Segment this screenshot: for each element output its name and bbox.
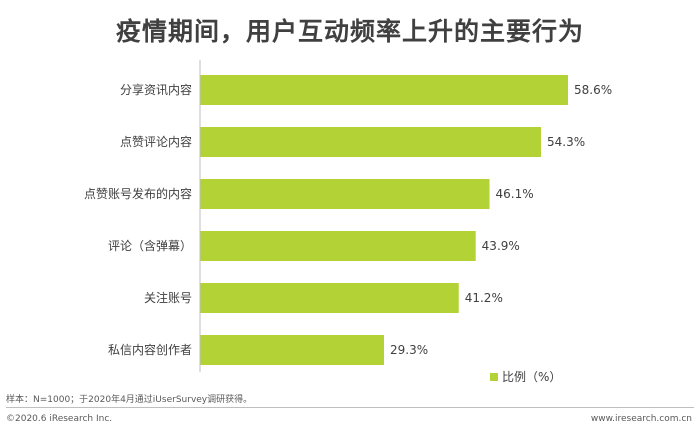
bar — [200, 231, 476, 261]
bars-group — [200, 75, 568, 365]
chart-title: 疫情期间，用户互动频率上升的主要行为 — [115, 17, 584, 46]
footer-divider — [6, 407, 694, 408]
value-label: 29.3% — [390, 343, 428, 357]
bar — [200, 75, 568, 105]
category-label: 私信内容创作者 — [108, 342, 192, 357]
bar — [200, 283, 459, 313]
bar — [200, 127, 541, 157]
category-label: 评论（含弹幕） — [108, 238, 192, 253]
bar — [200, 179, 490, 209]
category-label: 点赞评论内容 — [120, 134, 192, 149]
value-label: 58.6% — [574, 83, 612, 97]
copyright-text: ©2020.6 iResearch Inc. — [6, 414, 113, 424]
sample-note: 样本：N=1000；于2020年4月通过iUserSurvey调研获得。 — [6, 395, 253, 405]
value-label: 46.1% — [496, 187, 534, 201]
legend-label: 比例（%） — [502, 370, 562, 384]
bar — [200, 335, 384, 365]
legend: 比例（%） — [490, 368, 561, 385]
value-label: 41.2% — [465, 291, 503, 305]
value-label: 43.9% — [482, 239, 520, 253]
value-label: 54.3% — [547, 135, 585, 149]
value-labels-group: 58.6% 54.3% 46.1% 43.9% 41.2% 29.3% — [390, 83, 612, 357]
category-label: 点赞账号发布的内容 — [84, 186, 192, 201]
category-label: 关注账号 — [144, 290, 192, 305]
website-text: www.iresearch.com.cn — [590, 414, 692, 424]
category-label: 分享资讯内容 — [120, 82, 192, 97]
legend-swatch — [490, 372, 498, 381]
